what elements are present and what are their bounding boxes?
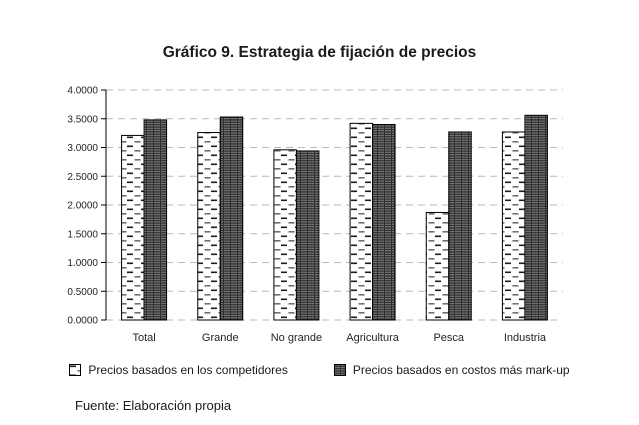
x-category-label-grande: Grande [202, 332, 239, 344]
bar-markup-no-grande [295, 150, 320, 321]
chart-title: Gráfico 9. Estrategia de fijación de pre… [162, 44, 477, 61]
bar-markup-total [143, 119, 168, 321]
y-tick-label: 2.5000 [67, 172, 98, 183]
bar-competidores-total [121, 134, 145, 321]
legend-label-markup: Precios basados en costos más mark-up [352, 363, 570, 377]
bar-markup-industria [524, 114, 548, 321]
x-category-label-pesca: Pesca [433, 332, 464, 344]
legend-label-competidores: Precios basados en los competidores [88, 363, 288, 377]
legend-item-markup: Precios basados en costos más mark-up [333, 363, 570, 377]
bar-markup-agricultura [372, 124, 396, 321]
legend-item-competidores: Precios basados en los competidores [69, 363, 288, 377]
bar-competidores-industria [501, 131, 526, 321]
bar-competidores-pesca [425, 211, 450, 321]
y-tick-label: 3.0000 [67, 143, 98, 154]
y-tick-label: 1.5000 [67, 229, 98, 240]
y-tick-label: 1.0000 [67, 258, 98, 269]
y-tick-label: 2.0000 [67, 201, 98, 212]
bar-competidores-agricultura [349, 122, 374, 321]
bar-markup-grande [219, 116, 244, 321]
source-note: Fuente: Elaboración propia [75, 398, 232, 413]
x-category-label-agricultura: Agricultura [346, 332, 399, 344]
y-tick-label: 0.0000 [67, 316, 98, 327]
x-category-label-no-grande: No grande [271, 332, 322, 344]
x-category-label-total: Total [132, 332, 155, 344]
bar-competidores-grande [197, 132, 221, 321]
chart-legend: Precios basados en los competidores Prec… [0, 363, 639, 377]
y-tick-label: 4.0000 [67, 86, 98, 97]
bar-markup-pesca [448, 131, 472, 321]
x-category-label-industria: Industria [504, 332, 547, 344]
legend-swatch-markup-icon [333, 364, 346, 376]
y-tick-label: 0.5000 [67, 287, 98, 298]
y-tick-label: 3.5000 [67, 114, 98, 125]
bar-competidores-no-grande [273, 149, 297, 321]
legend-swatch-competidores-icon [69, 364, 82, 376]
